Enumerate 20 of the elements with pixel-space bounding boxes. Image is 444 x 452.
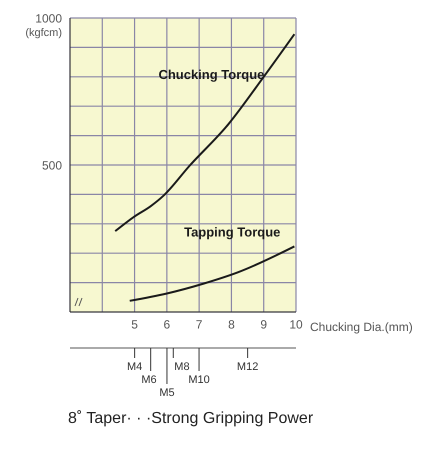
- text: M6: [141, 374, 157, 386]
- x-tick-label: 6: [164, 318, 171, 332]
- text: M8: [174, 361, 190, 373]
- x-tick-label: 8: [228, 318, 236, 332]
- text: M10: [188, 374, 210, 386]
- line-series: [128, 245, 296, 302]
- x-tick-label: 9: [260, 318, 268, 332]
- text: 8˚ Taper· · ·Strong Gripping Power: [68, 410, 314, 428]
- text: M5: [159, 387, 175, 399]
- x-axis-title: Chucking Dia.(mm): [310, 320, 413, 334]
- text: M12: [236, 361, 258, 373]
- x-tick-label: 5: [131, 318, 138, 332]
- y-tick-label: 500: [42, 158, 62, 172]
- x-tick-label: 10: [289, 318, 303, 332]
- series-label: Tapping Torque: [184, 224, 280, 240]
- y-tick-label: 1000: [35, 11, 62, 26]
- series-label: Chucking Torque: [158, 67, 264, 82]
- y-axis-title: (kgfcm): [25, 27, 62, 39]
- x-tick-label: 7: [196, 318, 203, 332]
- text: M4: [126, 361, 142, 373]
